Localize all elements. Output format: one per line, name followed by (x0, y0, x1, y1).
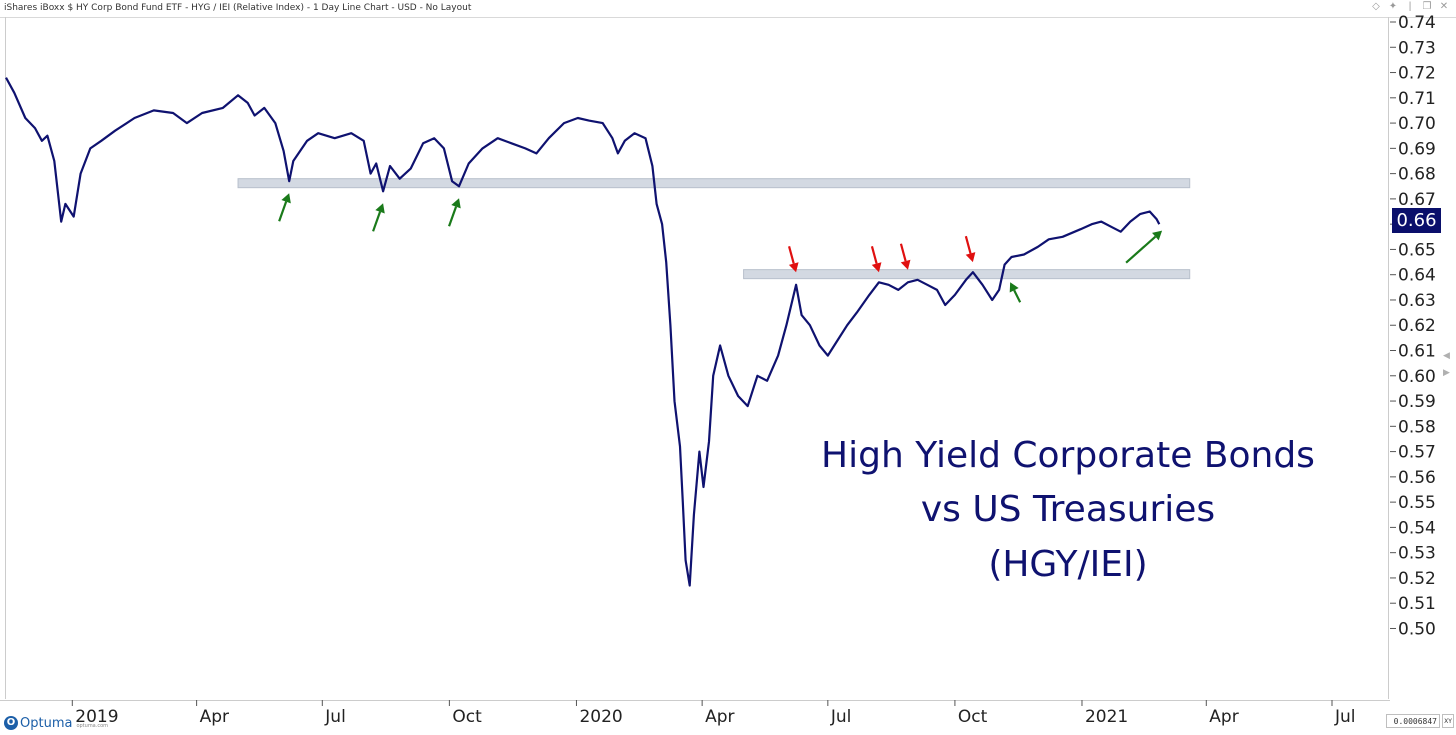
down-arrow-4 (788, 245, 799, 273)
y-tick-label: 0.73 (1398, 38, 1436, 58)
diamond-icon[interactable]: ◇ (1372, 1, 1380, 12)
logo-text: Optuma (20, 715, 73, 731)
plot-area[interactable] (5, 17, 1389, 699)
current-value-label: 0.66 (1396, 210, 1437, 231)
y-tick-label: 0.61 (1398, 342, 1436, 362)
x-tick-label: 2019 (75, 707, 118, 727)
y-tick-label: 0.60 (1398, 367, 1436, 387)
x-tick-label: Oct (452, 707, 482, 727)
axis-scroll-arrows[interactable]: ◀ ▶ (1443, 350, 1450, 378)
down-arrow-7 (964, 235, 976, 263)
up-arrow-3 (448, 198, 461, 227)
optuma-logo: O Optuma optuma.com (4, 714, 108, 732)
up-arrow-8 (1009, 282, 1022, 303)
support-zone-1 (237, 178, 1191, 189)
x-tick-label: Apr (200, 707, 229, 727)
annotation-line-2: vs US Treasuries (921, 489, 1215, 530)
x-tick-label: Jul (830, 707, 852, 727)
y-tick-label: 0.65 (1398, 240, 1436, 260)
x-tick-label: 2021 (1085, 707, 1128, 727)
y-tick-label: 0.63 (1398, 291, 1436, 311)
xy-toggle-button[interactable]: XY (1442, 714, 1454, 728)
title-bar: iShares iBoxx $ HY Corp Bond Fund ETF - … (0, 0, 1456, 18)
y-tick-label: 0.57 (1398, 443, 1436, 463)
down-arrow-5 (870, 245, 882, 273)
date-axis[interactable] (0, 700, 1390, 735)
y-tick-label: 0.56 (1398, 468, 1436, 488)
y-tick-label: 0.62 (1398, 316, 1436, 336)
y-tick-label: 0.71 (1398, 89, 1436, 109)
support-zone-2 (743, 269, 1191, 280)
scale-value-box[interactable]: 0.0006847 (1386, 714, 1440, 728)
up-arrow-1 (278, 193, 291, 222)
y-tick-label: 0.55 (1398, 493, 1436, 513)
x-tick-label: Oct (958, 707, 988, 727)
y-tick-label: 0.52 (1398, 569, 1436, 589)
up-arrow-2 (372, 203, 385, 232)
x-tick-label: Apr (705, 707, 734, 727)
y-tick-label: 0.64 (1398, 266, 1436, 286)
y-tick-label: 0.70 (1398, 114, 1436, 134)
optuma-logo-icon: O (4, 716, 18, 730)
down-arrow-6 (899, 243, 911, 270)
annotation-line-1: High Yield Corporate Bonds (821, 435, 1315, 476)
y-tick-label: 0.59 (1398, 392, 1436, 412)
y-tick-label: 0.74 (1398, 13, 1436, 33)
window-controls: ◇ ✦ | ❐ ✕ (1370, 1, 1450, 12)
window-title: iShares iBoxx $ HY Corp Bond Fund ETF - … (4, 3, 472, 13)
x-tick-label: Jul (1334, 707, 1356, 727)
current-value-marker (1392, 208, 1441, 233)
y-tick-label: 0.53 (1398, 544, 1436, 564)
x-tick-label: Apr (1209, 707, 1238, 727)
close-icon[interactable]: ✕ (1439, 1, 1449, 12)
x-tick-label: Jul (324, 707, 346, 727)
scroll-up-icon[interactable]: ◀ (1443, 350, 1450, 360)
y-tick-label: 0.67 (1398, 190, 1436, 210)
y-tick-label: 0.50 (1398, 619, 1436, 639)
x-tick-label: 2020 (579, 707, 622, 727)
y-tick-label: 0.69 (1398, 139, 1436, 159)
y-tick-label: 0.72 (1398, 64, 1436, 84)
restore-icon[interactable]: ❐ (1422, 1, 1432, 12)
up-arrow-9 (1125, 230, 1163, 264)
annotation-line-3: (HGY/IEI) (988, 544, 1147, 585)
logo-url: optuma.com (76, 723, 109, 729)
scroll-down-icon[interactable]: ▶ (1443, 367, 1450, 377)
series-line (5, 77, 1161, 587)
y-tick-label: 0.51 (1398, 594, 1436, 614)
divider-icon: | (1408, 1, 1412, 12)
y-tick-label: 0.54 (1398, 518, 1436, 538)
pin-icon[interactable]: ✦ (1388, 1, 1398, 12)
y-tick-label: 0.58 (1398, 417, 1436, 437)
y-tick-label: 0.68 (1398, 165, 1436, 185)
